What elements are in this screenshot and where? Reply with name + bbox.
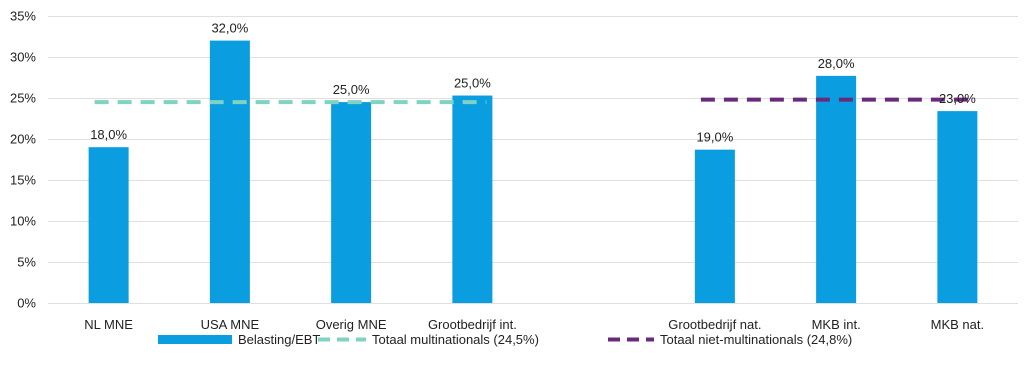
y-tick-label: 15% (10, 173, 36, 188)
y-tick-label: 30% (10, 50, 36, 65)
bar (209, 40, 250, 303)
data-labels: 18,0% 32,0% 25,0% 25,0% 19,0% 28,0% 23,0% (90, 21, 976, 145)
legend-swatch-belasting (158, 335, 232, 344)
y-axis-tick-labels: 0% 5% 10% 15% 20% 25% 30% 35% (10, 9, 36, 311)
category-label: Grootbedrijf int. (428, 317, 517, 332)
category-label: USA MNE (201, 317, 260, 332)
legend-label-niet-multinationals: Totaal niet-multinationals (24,8%) (660, 332, 852, 347)
data-label: 28,0% (818, 56, 855, 71)
legend-label-belasting: Belasting/EBT (238, 332, 320, 347)
data-label: 18,0% (90, 127, 127, 142)
category-labels: NL MNE USA MNE Overig MNE Grootbedrijf int.… (84, 317, 984, 332)
bar (88, 147, 129, 303)
y-tick-label: 25% (10, 91, 36, 106)
legend: Belasting/EBT Totaal multinationals (24,… (158, 332, 852, 347)
data-label: 23,0% (939, 91, 976, 106)
gridlines (48, 16, 1018, 304)
reference-lines (94, 97, 972, 105)
y-tick-label: 20% (10, 132, 36, 147)
bars (88, 40, 978, 304)
category-label: Grootbedrijf nat. (668, 317, 761, 332)
y-tick-label: 10% (10, 214, 36, 229)
category-label: NL MNE (84, 317, 133, 332)
y-tick-label: 5% (17, 255, 36, 270)
category-label: MKB nat. (931, 317, 984, 332)
bar (937, 111, 978, 304)
data-label: 25,0% (454, 76, 491, 91)
bar (694, 149, 735, 303)
bar (331, 102, 372, 303)
category-label: MKB int. (812, 317, 861, 332)
data-label: 32,0% (211, 21, 248, 36)
y-tick-label: 0% (17, 296, 36, 311)
data-label: 19,0% (696, 130, 733, 145)
legend-label-multinationals: Totaal multinationals (24,5%) (372, 332, 539, 347)
category-label: Overig MNE (316, 317, 387, 332)
data-label: 25,0% (333, 82, 370, 97)
bar (452, 95, 493, 303)
y-tick-label: 35% (10, 9, 36, 24)
bar (816, 75, 857, 303)
